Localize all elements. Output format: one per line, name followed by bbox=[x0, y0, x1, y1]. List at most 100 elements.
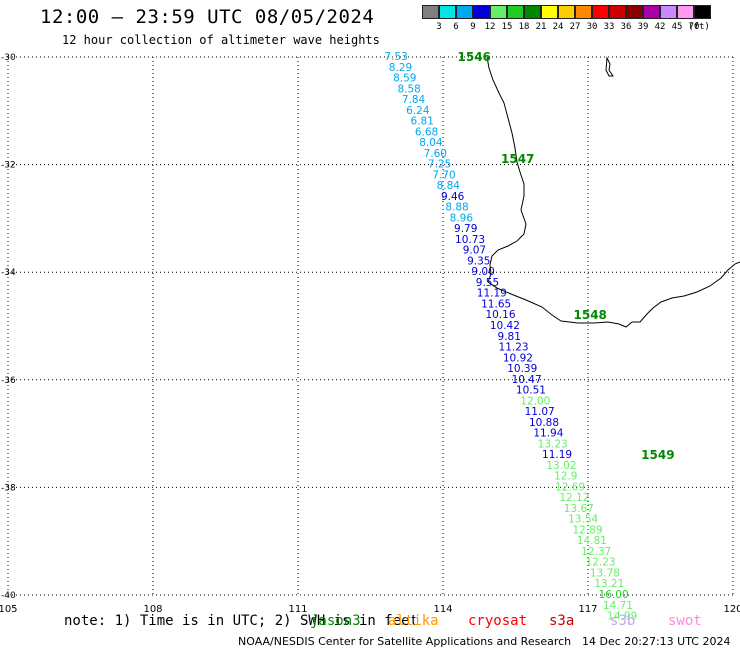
lon-tick-label: 105 bbox=[0, 604, 18, 615]
lon-tick-label: 108 bbox=[143, 604, 162, 615]
page-subtitle: 12 hour collection of altimeter wave hei… bbox=[62, 33, 380, 47]
wave-height-value: 13.54 bbox=[568, 514, 598, 526]
lon-tick-label: 111 bbox=[288, 604, 307, 615]
legend-swatch bbox=[660, 5, 677, 19]
wave-height-value: 12.9 bbox=[554, 471, 577, 483]
map-grid bbox=[7, 56, 734, 596]
wave-height-value: 8.29 bbox=[389, 62, 412, 74]
wave-height-value: 10.39 bbox=[507, 363, 537, 375]
wave-height-value: 12.89 bbox=[572, 524, 602, 536]
wave-height-value: 12.69 bbox=[555, 481, 585, 493]
legend-label: 45 bbox=[671, 22, 683, 32]
pass-number-label: 1549 bbox=[641, 448, 674, 462]
satellite-label-altika: altika bbox=[388, 613, 439, 629]
wave-height-value: 8.84 bbox=[437, 180, 461, 192]
lat-tick-label: -32 bbox=[1, 161, 16, 171]
lon-tick-label: 114 bbox=[433, 604, 452, 615]
wave-height-value: 9.81 bbox=[498, 331, 521, 343]
wave-height-value: 12.12 bbox=[559, 492, 589, 504]
wave-height-value: 8.88 bbox=[445, 202, 468, 214]
wave-height-value: 11.07 bbox=[525, 406, 555, 418]
lat-tick-label: -34 bbox=[1, 268, 16, 278]
legend-swatch bbox=[422, 5, 439, 19]
wave-height-value: 8.96 bbox=[450, 212, 474, 224]
legend-label: 36 bbox=[620, 22, 632, 32]
wave-height-value: 9.79 bbox=[454, 223, 477, 235]
lat-tick-label: -40 bbox=[1, 591, 16, 601]
wave-height-value: 16.00 bbox=[599, 589, 629, 601]
legend-label: 24 bbox=[552, 22, 564, 32]
wave-height-value: 8.04 bbox=[419, 137, 443, 149]
legend-label: 42 bbox=[654, 22, 666, 32]
axis-tick-labels: 105 108 111 114 117 120 -30 -32 -34 -36 -38 -40 bbox=[0, 53, 740, 615]
wave-height-value: 11.19 bbox=[542, 449, 572, 461]
wave-height-value: 14.99 bbox=[607, 611, 637, 623]
legend-unit: (ft) bbox=[688, 22, 710, 32]
wave-height-value: 13.67 bbox=[564, 503, 594, 515]
legend-label: 39 bbox=[637, 22, 649, 32]
wave-height-value: 7.70 bbox=[432, 169, 455, 181]
legend-label: 9 bbox=[470, 22, 476, 32]
wave-height-value: 10.73 bbox=[455, 234, 485, 246]
legend-label: 15 bbox=[501, 22, 513, 32]
wave-height-value: 7.60 bbox=[424, 148, 447, 160]
wave-height-value: 7.53 bbox=[384, 51, 407, 63]
satellite-label-jason3: jason3 bbox=[310, 613, 361, 629]
lon-tick-label: 120 bbox=[723, 604, 740, 615]
legend-swatch bbox=[456, 5, 473, 19]
timestamp: 14 Dec 20:27:13 UTC 2024 bbox=[582, 635, 731, 648]
wave-height-value: 10.42 bbox=[490, 320, 520, 332]
wave-height-value: 11.19 bbox=[477, 288, 507, 300]
coastline-island bbox=[605, 56, 614, 77]
wave-height-value: 12.37 bbox=[581, 546, 611, 558]
wave-height-value: 10.16 bbox=[485, 309, 515, 321]
wave-height-value: 13.78 bbox=[590, 567, 620, 579]
wave-height-value: 10.88 bbox=[529, 417, 559, 429]
wave-height-value: 14.71 bbox=[603, 600, 633, 612]
lat-tick-label: -38 bbox=[1, 483, 16, 493]
legend-swatch bbox=[524, 5, 541, 19]
wave-height-value: 8.58 bbox=[397, 83, 420, 95]
pass-labels: 1546 1547 1548 1549 bbox=[458, 50, 675, 462]
wave-height-value: 12.00 bbox=[520, 395, 550, 407]
wave-height-value: 10.51 bbox=[516, 385, 546, 397]
coastline-western-australia bbox=[486, 56, 740, 328]
pass-number-label: 1546 bbox=[458, 50, 491, 64]
satellite-label-cryosat: cryosat bbox=[468, 613, 528, 629]
satellite-label-s3a: s3a bbox=[549, 613, 575, 629]
altimeter-track: 7.538.298.598.587.846.246.816.688.047.60… bbox=[384, 51, 637, 623]
legend-swatch bbox=[694, 5, 711, 19]
lat-tick-label: -30 bbox=[1, 53, 16, 63]
legend-label: 12 bbox=[484, 22, 496, 32]
legend-label: 70 bbox=[688, 22, 700, 32]
legend-swatch bbox=[541, 5, 558, 19]
wave-height-value: 8.59 bbox=[393, 73, 416, 85]
wave-height-value: 6.81 bbox=[411, 116, 434, 128]
wave-height-value: 10.92 bbox=[503, 352, 533, 364]
legend-swatch bbox=[626, 5, 643, 19]
legend-label: 6 bbox=[453, 22, 459, 32]
wave-height-value: 11.23 bbox=[499, 342, 529, 354]
wave-height-value: 11.94 bbox=[533, 428, 563, 440]
legend-label: 30 bbox=[586, 22, 598, 32]
legend-swatch bbox=[439, 5, 456, 19]
lat-tick-label: -36 bbox=[1, 376, 16, 386]
wave-height-value: 13.21 bbox=[594, 578, 624, 590]
credit-text: NOAA/NESDIS Center for Satellite Applica… bbox=[238, 635, 572, 648]
legend-swatch bbox=[473, 5, 490, 19]
wave-height-value: 13.02 bbox=[546, 460, 576, 472]
pass-number-label: 1548 bbox=[574, 308, 607, 322]
legend-label: 3 bbox=[436, 22, 442, 32]
legend-swatch bbox=[575, 5, 592, 19]
color-legend bbox=[422, 5, 711, 19]
wave-height-value: 14.81 bbox=[577, 535, 607, 547]
wave-height-value: 9.46 bbox=[441, 191, 465, 203]
wave-height-value: 11.65 bbox=[481, 298, 511, 310]
legend-swatch bbox=[592, 5, 609, 19]
pass-number-label: 1547 bbox=[501, 152, 534, 166]
legend-label: 21 bbox=[535, 22, 547, 32]
legend-label: 18 bbox=[518, 22, 530, 32]
wave-height-value: 9.55 bbox=[476, 277, 499, 289]
legend-swatch bbox=[643, 5, 660, 19]
